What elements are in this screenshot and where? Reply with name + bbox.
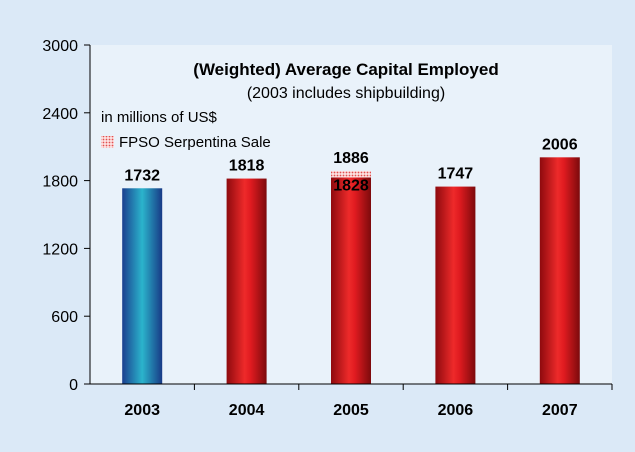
legend-label-sale: FPSO Serpentina Sale — [119, 134, 271, 151]
bar-value-label: 1818 — [229, 158, 265, 175]
y-tick-label: 1200 — [42, 241, 78, 258]
x-tick-label: 2005 — [333, 402, 369, 419]
bar-2005 — [331, 177, 371, 384]
chart-title: (Weighted) Average Capital Employed — [193, 60, 498, 79]
x-tick-label: 2004 — [229, 402, 265, 419]
y-tick-label: 600 — [51, 309, 78, 326]
y-tick-label: 2400 — [42, 106, 78, 123]
bar-value-label: 1747 — [438, 166, 474, 183]
bar-value-label: 1732 — [124, 167, 160, 184]
bar-2007 — [539, 157, 580, 384]
bar-2004 — [226, 178, 267, 384]
y-tick-label: 0 — [69, 377, 78, 394]
bar-2006 — [435, 186, 476, 384]
bar-inner-label: 1828 — [333, 177, 369, 194]
y-axis: 0 600 1200 1800 2400 3000 — [42, 38, 91, 394]
chart-subtitle: (2003 includes shipbuilding) — [247, 85, 445, 102]
bar-sale-2005 — [331, 170, 371, 178]
legend-swatch-sale — [101, 136, 114, 148]
bar-value-label: 1886 — [333, 150, 369, 167]
legend: FPSO Serpentina Sale — [101, 134, 271, 151]
bar-2003 — [122, 188, 163, 384]
y-tick-label: 3000 — [42, 38, 78, 55]
bar-value-label: 2006 — [542, 136, 578, 153]
x-tick-label: 2007 — [542, 402, 578, 419]
y-tick-label: 1800 — [42, 174, 78, 191]
x-axis: 2003 2004 2005 2006 2007 — [90, 383, 613, 419]
x-tick-label: 2003 — [124, 402, 160, 419]
unit-note: in millions of US$ — [101, 109, 218, 126]
bars-group: 1732 1818 1886 1828 1747 2006 — [122, 136, 580, 384]
x-tick-label: 2006 — [438, 402, 474, 419]
